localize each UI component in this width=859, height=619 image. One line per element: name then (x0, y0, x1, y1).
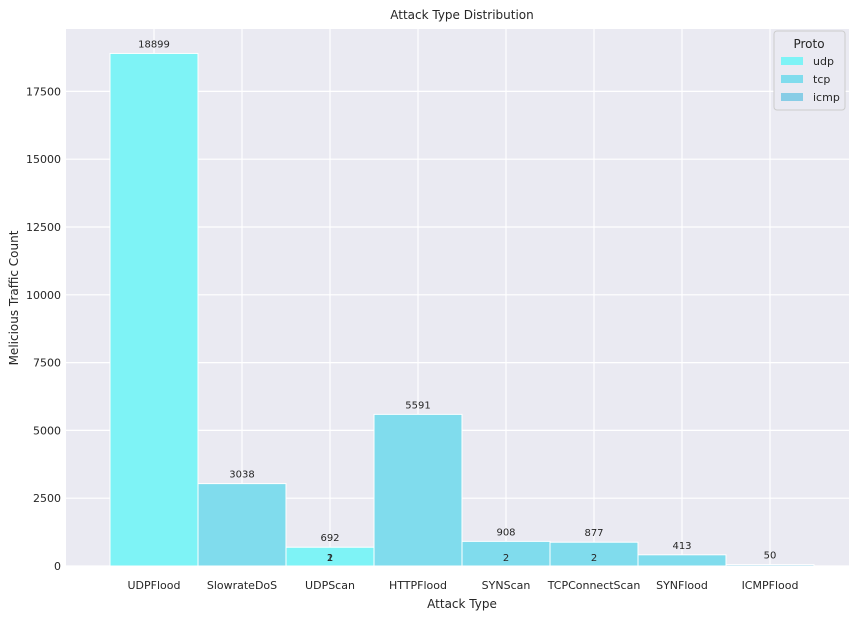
x-tick-label: UDPScan (305, 579, 355, 592)
y-axis-ticks: 0 2500 5000 7500 10000 12500 15000 17500 (26, 85, 61, 573)
y-tick-label: 2500 (33, 492, 61, 505)
legend-label: icmp (813, 91, 840, 104)
bar-value-label: 413 (672, 541, 691, 552)
bar-layer (109, 52, 815, 567)
legend-label: tcp (813, 73, 830, 86)
y-tick-label: 17500 (26, 85, 61, 98)
bar-inner-label: 2 (591, 553, 597, 564)
x-tick-label: TCPConnectScan (547, 579, 641, 592)
chart-title: Attack Type Distribution (390, 8, 534, 22)
x-tick-label: SYNScan (482, 579, 531, 592)
bar-value-label: 3038 (229, 470, 254, 481)
y-tick-label: 15000 (26, 153, 61, 166)
legend-title: Proto (793, 37, 824, 51)
bar-value-label: 692 (320, 533, 339, 544)
bar (725, 564, 815, 567)
legend: Proto udp tcp icmp (773, 30, 846, 111)
x-tick-label: SYNFlood (656, 579, 708, 592)
legend-swatch (781, 57, 803, 65)
y-tick-label: 12500 (26, 221, 61, 234)
bar-value-label: 877 (584, 528, 603, 539)
x-tick-label: HTTPFlood (389, 579, 447, 592)
bar-value-label: 5591 (405, 400, 430, 411)
x-tick-label: UDPFlood (128, 579, 181, 592)
legend-entries: udp tcp icmp (781, 55, 840, 104)
x-axis-label: Attack Type (427, 597, 497, 611)
legend-frame (773, 30, 846, 111)
bar (373, 413, 463, 567)
bar (109, 52, 199, 567)
bar-inner-label: 2 (503, 553, 509, 564)
bar (461, 540, 551, 567)
bar-value-label: 50 (764, 551, 777, 562)
legend-label: udp (813, 55, 834, 68)
y-axis-label: Melicious Traffic Count (7, 230, 21, 365)
legend-swatch (781, 75, 803, 83)
y-tick-label: 7500 (33, 357, 61, 370)
bar (197, 483, 287, 567)
bar-inner-label: 2 (327, 553, 333, 564)
y-tick-label: 5000 (33, 424, 61, 437)
bar (549, 541, 639, 567)
x-tick-label: ICMPFlood (742, 579, 799, 592)
y-tick-label: 10000 (26, 289, 61, 302)
bar-inner-label: 1 (327, 553, 333, 564)
legend-swatch (781, 93, 803, 101)
bar (637, 554, 727, 567)
y-tick-label: 0 (54, 560, 61, 573)
bar-value-label: 18899 (138, 39, 170, 50)
x-tick-label: SlowrateDoS (207, 579, 277, 592)
bar-value-label: 908 (496, 527, 515, 538)
x-axis-ticks: UDPFlood SlowrateDoS UDPScan HTTPFlood SYNSc… (128, 579, 799, 592)
